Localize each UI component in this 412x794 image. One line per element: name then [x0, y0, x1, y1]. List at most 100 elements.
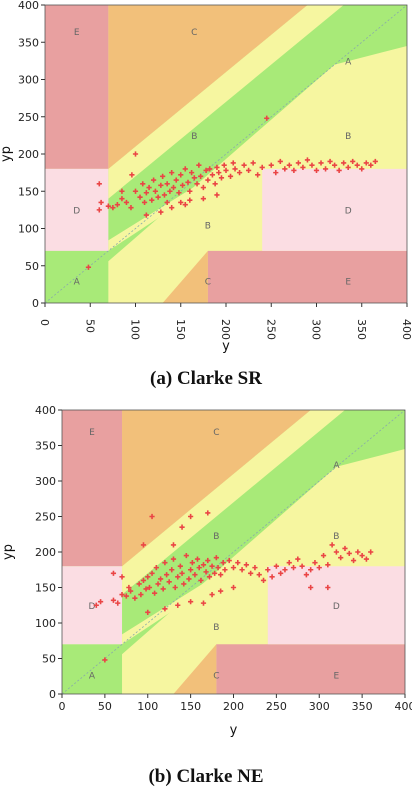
y-tick-label: 100: [35, 617, 56, 630]
data-point: [158, 209, 164, 215]
data-point: [140, 577, 147, 583]
data-point: [188, 513, 194, 520]
data-point: [273, 170, 279, 176]
data-point: [96, 207, 102, 213]
data-point: [178, 199, 184, 206]
y-tick-label: 400: [35, 404, 56, 417]
data-point: [129, 172, 135, 178]
data-point: [114, 202, 120, 208]
y-tick-label: 200: [35, 546, 56, 559]
data-point: [179, 182, 186, 188]
data-point: [178, 172, 184, 178]
data-point: [140, 542, 147, 548]
y-tick-label: 300: [18, 74, 39, 87]
zone-label: D: [345, 207, 352, 217]
data-point: [243, 562, 249, 568]
y-tick-label: 400: [18, 0, 39, 12]
y-tick-label: 50: [25, 260, 39, 273]
data-point: [198, 577, 204, 583]
zone-label: A: [345, 58, 352, 68]
data-point: [155, 194, 161, 200]
data-point: [295, 160, 301, 166]
data-point: [196, 162, 202, 168]
x-tick-label: 250: [264, 319, 277, 340]
data-point: [110, 570, 117, 576]
data-point: [128, 588, 134, 594]
data-point: [309, 162, 315, 168]
x-tick-label: 250: [266, 700, 287, 713]
data-point: [203, 569, 209, 575]
x-axis-label: y: [222, 339, 230, 354]
data-point: [138, 592, 144, 598]
caption-b: (b) Clarke NE: [148, 766, 264, 787]
plot-area: E C A B B D D B A C E: [62, 410, 405, 694]
data-point: [230, 565, 237, 571]
data-point: [169, 567, 175, 573]
data-point: [98, 199, 104, 206]
zone-d-right: [262, 168, 407, 251]
data-point: [359, 552, 365, 559]
data-point: [354, 162, 360, 168]
data-point: [119, 188, 125, 194]
zone-label: B: [213, 532, 219, 542]
zone-label: A: [74, 277, 81, 287]
x-tick-label: 50: [98, 700, 112, 713]
zone-label: C: [213, 671, 219, 681]
y-axis-label: yp: [0, 146, 14, 162]
zone-d-left: [62, 566, 123, 645]
data-point: [232, 166, 238, 172]
data-point: [368, 549, 374, 555]
data-point: [162, 560, 168, 566]
data-point: [300, 164, 306, 171]
y-tick-label: 250: [18, 111, 39, 124]
data-point: [187, 188, 193, 194]
data-point: [102, 657, 108, 663]
x-tick-label: 0: [59, 700, 66, 713]
data-point: [143, 212, 149, 218]
caption-a: (a) Clarke SR: [150, 368, 262, 389]
data-point: [239, 567, 245, 573]
data-point: [368, 162, 374, 168]
data-point: [110, 597, 117, 603]
data-point: [325, 584, 331, 591]
data-point: [175, 602, 181, 608]
zone-label: B: [205, 222, 211, 232]
data-point: [169, 170, 175, 176]
data-point: [152, 188, 159, 194]
data-point: [132, 151, 139, 157]
data-point: [145, 609, 151, 615]
data-point: [303, 572, 309, 578]
data-point: [170, 542, 177, 548]
data-point: [318, 160, 324, 166]
x-tick-label: 150: [180, 700, 201, 713]
data-point: [200, 600, 207, 606]
data-point: [93, 602, 99, 608]
data-point: [167, 188, 173, 194]
data-point: [209, 592, 215, 598]
x-tick-label: 350: [352, 700, 373, 713]
data-point: [205, 557, 211, 564]
data-point: [269, 574, 275, 580]
data-point: [227, 173, 234, 179]
data-point: [194, 556, 201, 562]
data-point: [132, 188, 139, 194]
zone-label: E: [345, 277, 351, 287]
data-point: [198, 173, 204, 179]
data-point: [164, 199, 170, 206]
zone-c-upper: [122, 410, 311, 567]
y-tick-label: 350: [18, 36, 39, 49]
data-point: [336, 167, 342, 173]
data-point: [176, 190, 182, 196]
data-point: [345, 164, 351, 171]
zone-label: E: [74, 28, 80, 38]
data-point: [363, 160, 369, 166]
data-point: [143, 586, 149, 592]
y-tick-label: 0: [49, 688, 56, 701]
data-point: [273, 563, 279, 569]
data-point: [185, 179, 191, 185]
data-point: [313, 167, 320, 173]
data-point: [192, 572, 198, 578]
data-point: [162, 606, 168, 612]
data-point: [320, 552, 327, 559]
data-point: [123, 199, 130, 206]
